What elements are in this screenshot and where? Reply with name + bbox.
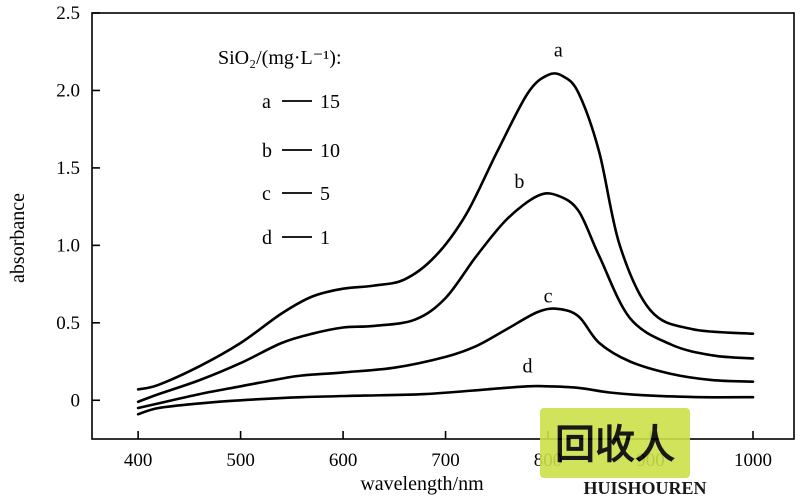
legend: SiO₂/(mg·L⁻¹): a 15 b 10 c 5 d 1 xyxy=(218,47,342,249)
legend-key-b: b xyxy=(262,140,272,162)
x-tick-label-600: 600 xyxy=(329,450,358,471)
y-tick-label-0: 0 xyxy=(71,390,81,411)
plot-frame xyxy=(91,12,795,440)
y-tick-label-3: 1.5 xyxy=(56,158,80,179)
tick-labels: 400500600700800900100000.51.01.52.02.5 xyxy=(56,3,772,471)
watermark-logo-text: 回收人 xyxy=(555,422,675,467)
y-tick-label-5: 2.5 xyxy=(56,3,80,24)
y-tick-label-2: 1.0 xyxy=(56,235,80,256)
legend-key-c: c xyxy=(262,183,271,205)
series-line-c xyxy=(136,307,755,410)
legend-title: SiO₂/(mg·L⁻¹): xyxy=(218,47,342,69)
series-line-b xyxy=(136,192,755,404)
curve-label-a: a xyxy=(554,39,563,61)
curve-labels: a b c d xyxy=(514,39,562,377)
legend-key-d: d xyxy=(262,227,272,249)
legend-value-b: 10 xyxy=(320,140,340,162)
legend-value-a: 15 xyxy=(320,91,340,113)
series-line-d xyxy=(136,384,755,416)
watermark-text: HUISHOUREN xyxy=(583,478,706,498)
legend-entries: a 15 b 10 c 5 d 1 xyxy=(262,91,340,249)
y-tick-label-1: 0.5 xyxy=(56,313,80,334)
x-tick-label-500: 500 xyxy=(226,450,255,471)
x-tick-label-1000: 1000 xyxy=(734,450,772,471)
tick-marks xyxy=(92,12,754,439)
watermark: 回收人 HUISHOUREN xyxy=(540,408,707,498)
legend-value-c: 5 xyxy=(320,183,330,205)
curve-label-c: c xyxy=(544,286,553,308)
legend-value-d: 1 xyxy=(320,227,330,249)
x-tick-label-400: 400 xyxy=(124,450,153,471)
legend-key-a: a xyxy=(262,91,271,113)
series-line-a xyxy=(136,72,755,391)
curve-label-b: b xyxy=(514,171,524,193)
watermark-logo-box xyxy=(540,408,690,478)
x-axis-title: wavelength/nm xyxy=(360,473,484,495)
x-tick-label-700: 700 xyxy=(431,450,460,471)
y-tick-label-4: 2.0 xyxy=(56,80,80,101)
curve-label-d: d xyxy=(523,355,533,377)
series-lines xyxy=(136,72,755,416)
y-axis-title: absorbance xyxy=(7,193,29,283)
